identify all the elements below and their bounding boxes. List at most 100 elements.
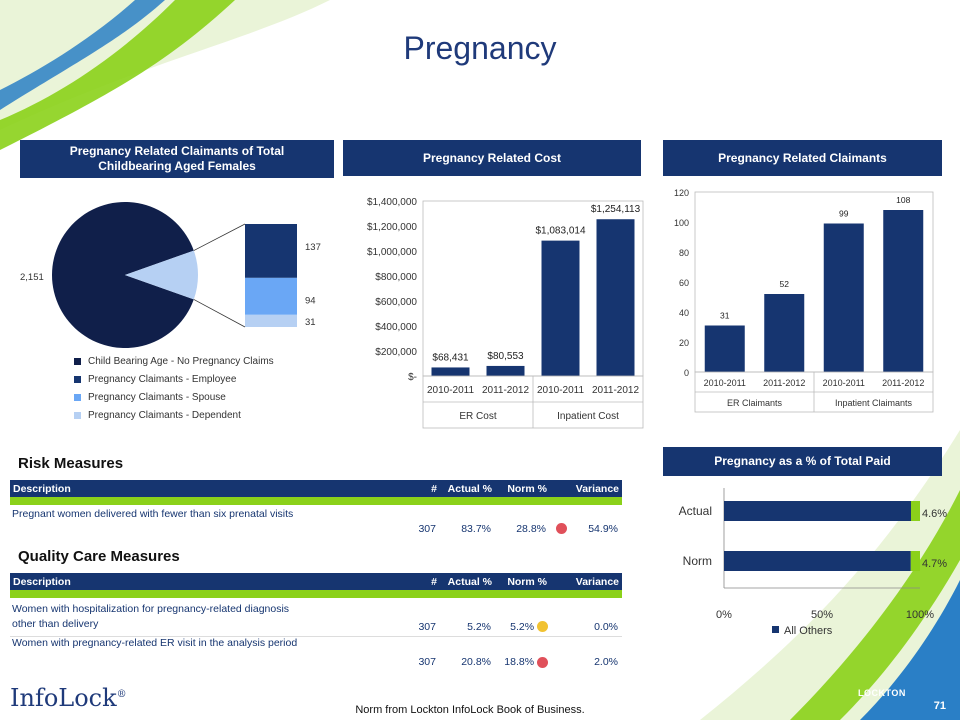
table-row: Pregnant women delivered with fewer than… [10,505,622,539]
brand-mark: ® [116,689,127,700]
row-count: 307 [418,620,436,633]
panel-header-pct-paid: Pregnancy as a % of Total Paid [663,447,942,476]
row-norm-cell: 5.2% [495,598,550,636]
y-tick-label: $600,000 [375,297,417,308]
data-label: 4.7% [922,558,947,570]
legend-swatch [74,357,81,365]
bar [764,294,805,372]
status-dot-red [556,523,567,534]
legend-item: Pregnancy Claimants - Dependent [74,406,274,424]
page-title: Pregnancy [403,30,557,66]
brand-name: InfoLock [10,684,117,712]
row-description: Pregnant women delivered with fewer than… [12,508,294,520]
legend-item: Child Bearing Age - No Pregnancy Claims [74,352,274,370]
claimants-bar-chart: 0 20 40 60 80 100 120 31 52 99 108 2010-2011 2011-20… [674,188,934,413]
pie-chart: 2,151 137 94 31 [20,202,321,348]
table-separator [10,497,622,505]
bar [431,367,470,376]
col-variance: Variance [550,573,622,590]
row-actual: 5.2% [467,620,491,633]
status-dot-red [537,656,548,668]
y-tick-label: $- [408,372,417,383]
row-description-line1: Women with hospitalization for pregnancy… [12,603,290,615]
row-variance: 54.9% [588,523,618,535]
y-tick-label: 40 [679,308,689,318]
cost-bar-chart: $- $200,000 $400,000 $600,000 $800,000 $1,000… [367,197,644,429]
col-count: # [400,480,440,497]
bar [541,240,580,376]
col-description: Description [10,480,400,497]
table-separator [10,590,622,598]
data-label: 2,151 [20,272,44,283]
col-norm: Norm % [495,573,550,590]
y-tick-label: $800,000 [375,272,417,283]
row-description-line2: other than delivery [12,618,99,630]
connector-line [193,299,246,328]
legend-label: All Others [784,625,833,637]
row-variance: 0.0% [594,620,618,633]
bar [883,210,924,372]
bar-of-pie-segment [245,277,297,315]
legend-label: Pregnancy Claimants - Dependent [88,409,241,421]
col-actual: Actual % [440,573,495,590]
x-tick-label: 2011-2012 [882,378,924,388]
category-label: Norm [683,554,712,568]
bar-segment [910,501,920,521]
infolock-logo: InfoLock® [10,684,127,712]
group-label: Inpatient Cost [557,411,619,422]
y-tick-label: 80 [679,248,689,258]
row-norm: 18.8% [504,656,535,668]
bar-segment [724,551,911,571]
table-header-row: Description # Actual % Norm % Variance [10,480,622,497]
x-tick-label: 100% [906,609,934,621]
row-count: 307 [400,635,440,672]
quality-measures-title: Quality Care Measures [18,548,180,565]
table-row: Women with hospitalization for pregnancy… [10,598,622,636]
data-label: $68,431 [432,352,469,363]
pie-slice [52,202,194,348]
row-actual: 20.8% [440,635,495,672]
bar [704,325,745,372]
row-norm-cell: 18.8% [495,635,550,672]
y-tick-label: 60 [679,278,689,288]
row-description: Women with hospitalization for pregnancy… [10,598,400,636]
connector-line [193,223,246,251]
bar [823,223,864,372]
legend-label: Pregnancy Claimants - Spouse [88,391,226,403]
bar [596,219,635,376]
data-label: 108 [896,195,910,205]
x-tick-label: 2011-2012 [763,378,805,388]
legend-swatch [74,411,81,419]
quality-measures-table: Description # Actual % Norm % Variance W… [10,573,622,672]
y-tick-label: $1,000,000 [367,247,417,258]
bar-of-pie-segment [245,224,297,278]
bar [486,365,525,376]
panel-header-claimants: Pregnancy Related Claimants [663,140,942,176]
legend-swatch [74,393,81,401]
risk-measures-table: Description # Actual % Norm % Variance P… [10,480,622,539]
table-row: Women with pregnancy-related ER visit in… [10,635,622,672]
category-label: Actual [679,504,712,518]
y-tick-label: 20 [679,338,689,348]
group-label: Inpatient Claimants [835,398,913,408]
col-count: # [400,573,440,590]
data-label: 52 [780,279,790,289]
legend-label: Child Bearing Age - No Pregnancy Claims [88,355,274,367]
legend-item: Pregnancy Claimants - Employee [74,370,274,388]
footer-note: Norm from Lockton InfoLock Book of Busin… [355,704,585,716]
x-tick-label: 2010-2011 [537,385,585,396]
data-label: 137 [305,242,321,253]
data-label: 4.6% [922,508,947,520]
col-description: Description [10,573,400,590]
legend-label: Pregnancy Claimants - Employee [88,373,237,385]
legend-swatch [74,375,81,383]
y-tick-label: 0 [684,368,689,378]
data-label: $80,553 [487,351,524,362]
bar-segment [724,501,911,521]
y-tick-label: 100 [674,218,689,228]
row-variance: 2.0% [550,635,622,672]
data-label: $1,083,014 [535,226,585,237]
col-norm: Norm % [495,480,550,497]
y-tick-label: 120 [674,188,689,198]
